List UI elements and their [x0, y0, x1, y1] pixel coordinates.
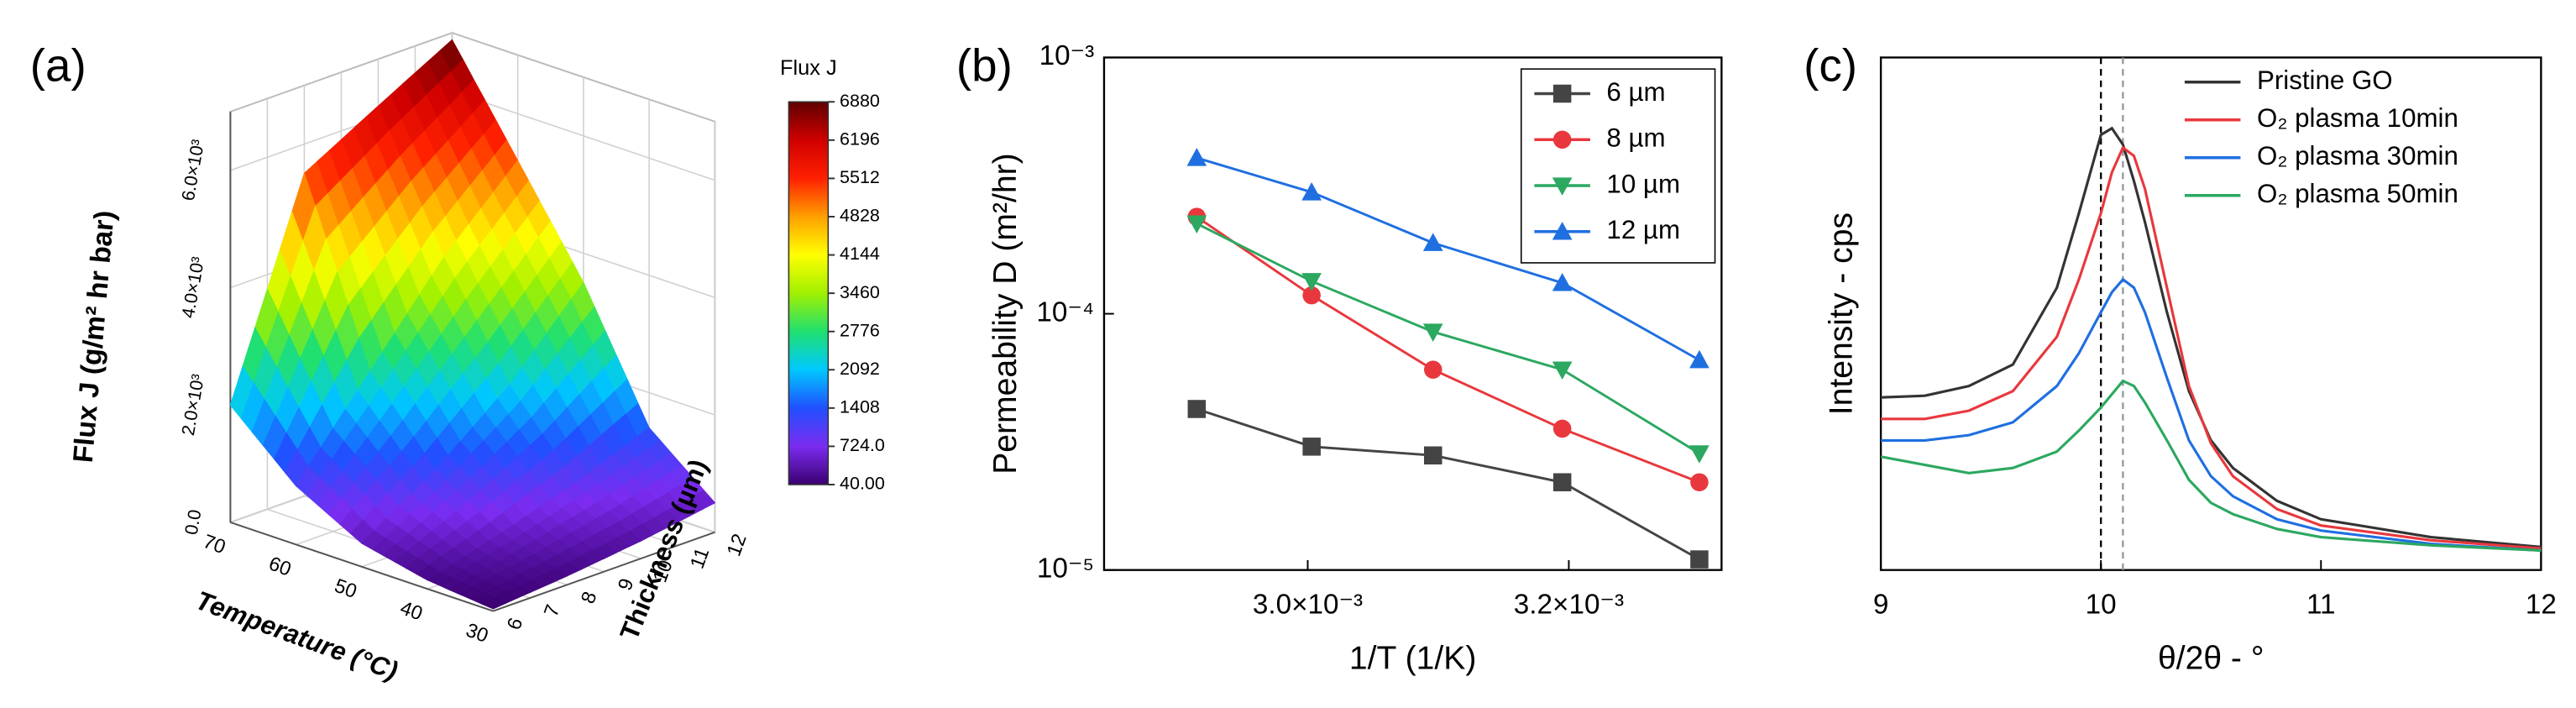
colorbar-tick-label: 4828	[840, 206, 880, 226]
x-tick-label: 70	[201, 530, 228, 558]
x-tick-label: 30	[463, 619, 491, 647]
colorbar-tick-label: 3460	[840, 282, 880, 302]
marker	[1422, 233, 1443, 251]
x-tick-label: 3.2×10⁻³	[1514, 590, 1624, 621]
marker	[1552, 177, 1573, 196]
legend-label: O₂ plasma 30min	[2257, 141, 2458, 170]
series-line	[1880, 379, 2542, 552]
y-tick-label: 10⁻⁵	[1037, 553, 1094, 584]
colorbar-tick-label: 2092	[840, 359, 880, 379]
x-tick-label: 11	[2306, 590, 2336, 621]
x-tick-label: 10	[2086, 590, 2117, 621]
panel-label: (a)	[30, 39, 86, 92]
x-tick-label: 9	[1873, 590, 1889, 621]
colorbar-tick-label: 40.00	[840, 474, 885, 494]
series-line	[1881, 126, 2542, 548]
legend-label: O₂ plasma 10min	[2257, 103, 2458, 133]
x-tick-label: 3.0×10⁻³	[1253, 590, 1363, 621]
axis-line	[230, 522, 494, 612]
series-line	[1881, 145, 2542, 550]
colorbar-tick-label: 6880	[840, 91, 880, 111]
marker	[1302, 286, 1321, 305]
y-axis-label: Intensity - cps	[1823, 212, 1859, 415]
legend-label: 8 µm	[1606, 123, 1665, 153]
y-tick-label: 10⁻⁴	[1036, 296, 1094, 328]
marker	[1552, 221, 1573, 240]
y-tick-label: 12	[722, 531, 750, 559]
y-tick-label: 10⁻³	[1039, 40, 1095, 71]
z-tick-label: 0.0	[181, 508, 206, 537]
x-tick-label: 50	[332, 574, 359, 602]
series-line	[1881, 277, 2542, 552]
marker	[1187, 400, 1207, 418]
colorbar-tick-label: 6196	[840, 129, 880, 149]
marker	[1301, 273, 1322, 291]
legend-label: O₂ plasma 50min	[2257, 179, 2458, 208]
colorbar-tick-label: 5512	[840, 167, 880, 187]
z-tick-label: 2.0×10³	[178, 373, 208, 438]
marker	[1552, 473, 1572, 491]
z-tick-label: 6.0×10³	[178, 138, 208, 202]
marker	[1690, 473, 1709, 491]
panel-label: (c)	[1804, 39, 1857, 92]
colorbar	[788, 101, 830, 485]
panel-label: (b)	[956, 39, 1013, 92]
marker	[1689, 445, 1709, 464]
series-line	[1196, 407, 1700, 561]
y-tick-label: 6	[503, 615, 527, 632]
legend-label: 6 µm	[1606, 77, 1665, 107]
surface-cell	[480, 597, 507, 610]
marker	[1423, 446, 1442, 465]
marker	[1552, 419, 1572, 438]
marker	[1689, 349, 1709, 369]
colorbar-tick-label: 724.0	[840, 435, 885, 455]
grid-line	[452, 91, 715, 181]
plot-frame	[1879, 56, 2542, 571]
legend-label: 12 µm	[1606, 215, 1680, 244]
x-axis-label: θ/2θ - °	[2158, 641, 2264, 677]
colorbar-tick-label: 1408	[840, 397, 880, 417]
marker	[1552, 361, 1573, 380]
z-axis-label: Flux J (g/m² hr bar)	[68, 209, 121, 464]
marker	[1186, 215, 1207, 233]
marker	[1422, 323, 1443, 342]
marker	[1690, 550, 1709, 569]
legend-label: Pristine GO	[2257, 66, 2393, 95]
axis-line	[493, 531, 715, 612]
y-tick-label: 8	[577, 589, 601, 606]
x-axis-label: 1/T (1/K)	[1349, 641, 1476, 677]
marker	[1423, 360, 1442, 379]
marker	[1302, 438, 1321, 456]
marker	[1552, 130, 1572, 149]
y-axis-label: Permeability D (m²/hr)	[987, 153, 1024, 474]
colorbar-tick-label: 4144	[840, 244, 880, 264]
x-tick-label: 12	[2526, 590, 2557, 621]
marker	[1552, 272, 1573, 291]
x-tick-label: 40	[397, 596, 425, 624]
x-axis-label: Temperature (°C)	[192, 585, 402, 685]
marker	[1301, 182, 1322, 201]
colorbar-title: Flux J	[780, 56, 837, 80]
legend-label: 10 µm	[1606, 169, 1680, 198]
y-tick-label: 7	[540, 601, 564, 619]
marker	[1552, 84, 1572, 103]
z-tick-label: 4.0×10³	[178, 255, 208, 320]
x-tick-label: 60	[266, 552, 294, 580]
y-tick-label: 11	[686, 544, 714, 571]
marker	[1186, 148, 1207, 166]
colorbar-tick-label: 2776	[840, 320, 880, 340]
